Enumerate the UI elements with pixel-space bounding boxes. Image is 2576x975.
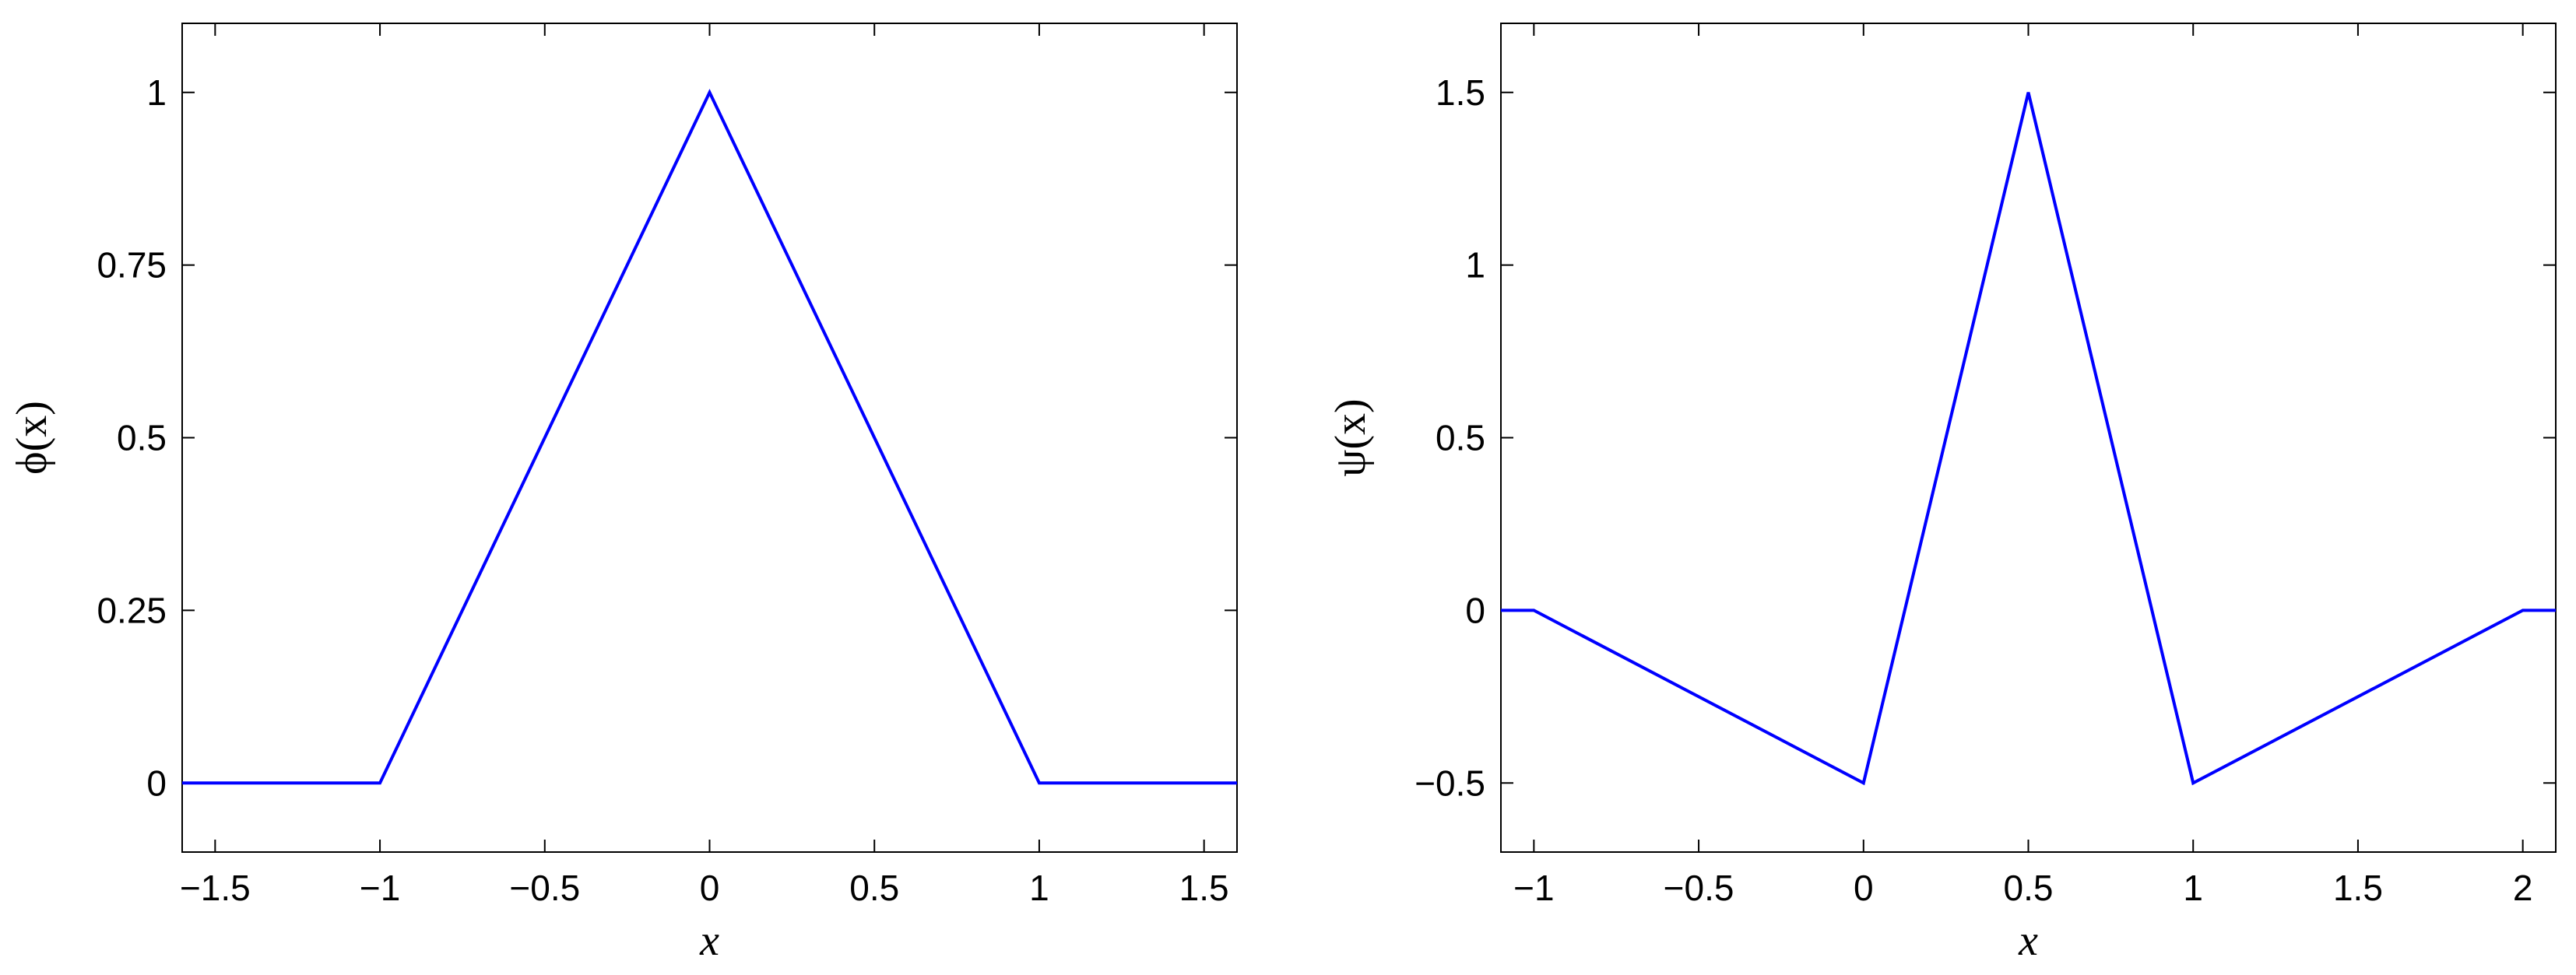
x-tick-label: 1.5 bbox=[2333, 868, 2383, 908]
y-tick-label: 1 bbox=[146, 72, 167, 113]
x-tick-label: 1 bbox=[2183, 868, 2203, 908]
x-tick-label: −0.5 bbox=[1664, 868, 1734, 908]
x-tick-label: −1.5 bbox=[180, 868, 251, 908]
y-axis-label: ϕ(x) bbox=[8, 401, 56, 475]
x-tick-label: 1 bbox=[1029, 868, 1049, 908]
series-line bbox=[1501, 92, 2556, 786]
plot-area bbox=[181, 23, 1238, 853]
y-tick-label: 0 bbox=[1465, 590, 1485, 630]
x-tick-label: 0 bbox=[1854, 868, 1874, 908]
x-tick-label: 0.5 bbox=[849, 868, 899, 908]
x-axis-label: x bbox=[699, 917, 719, 965]
psi-plot: −1 −0.5 0 0.5 1 1.5 2 −0.5 0 0.5 1 1.5 x ψ(x) bbox=[1327, 23, 2557, 965]
x-tick-label: 2 bbox=[2513, 868, 2533, 908]
y-tick-label: 0.5 bbox=[1436, 418, 1485, 458]
y-tick-label: 0.25 bbox=[97, 590, 167, 630]
y-tick-label: 1 bbox=[1465, 245, 1485, 286]
x-tick-label: −0.5 bbox=[509, 868, 580, 908]
x-tick-label: −1 bbox=[360, 868, 400, 908]
y-tick-label: 0.5 bbox=[117, 418, 167, 458]
plot-area bbox=[1500, 23, 2557, 853]
y-tick-label: 0 bbox=[146, 763, 167, 803]
phi-plot: −1.5 −1 −0.5 0 0.5 1 1.5 0 0.25 0.5 0.75 1 x ϕ(x) bbox=[8, 23, 1238, 965]
x-tick-label: 1.5 bbox=[1179, 868, 1229, 908]
y-tick-label: −0.5 bbox=[1415, 763, 1485, 803]
x-tick-label: −1 bbox=[1513, 868, 1554, 908]
y-axis-label: ψ(x) bbox=[1327, 398, 1375, 476]
x-tick-label: 0 bbox=[700, 868, 720, 908]
series-line bbox=[182, 89, 1237, 785]
x-axis-label: x bbox=[2018, 917, 2038, 965]
y-tick-label: 0.75 bbox=[97, 245, 167, 286]
y-tick-label: 1.5 bbox=[1436, 72, 1485, 113]
x-tick-label: 0.5 bbox=[2004, 868, 2054, 908]
